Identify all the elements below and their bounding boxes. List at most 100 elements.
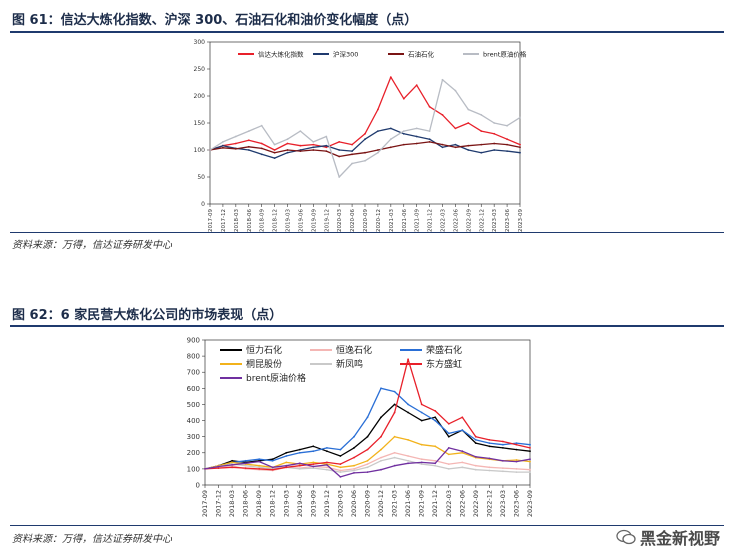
chart-61-y-tick-label: 300 [194, 39, 206, 46]
chart-61-series-4-point [247, 130, 250, 132]
chart-61-series-1-point [428, 105, 431, 108]
chart-61-series-3-line [209, 141, 521, 158]
chart-62-x-tick-label: 2020-12 [377, 490, 385, 517]
chart-61-y-tick-label: 100 [194, 147, 206, 154]
chart-62-series-7-point [393, 464, 396, 467]
chart-62-series-6-point [447, 422, 450, 425]
chart-61-series-2-point [364, 138, 366, 141]
chart-61-series-4-point [506, 124, 508, 127]
chart-62-series-3-point [258, 458, 261, 461]
chart-62-series-4-point [515, 459, 518, 461]
chart-61-x-tick-label: 2023-03 [492, 209, 498, 232]
chart-61-series-3-point [506, 143, 508, 146]
chart-62-series-7-point [461, 450, 464, 453]
chart-62-series-3-point [502, 443, 504, 446]
chart-62-series-7-point [339, 476, 342, 478]
chart-62-series-6-point [258, 468, 261, 470]
chart-61-series-1-point [454, 127, 457, 130]
chart-62-series-7-point [298, 462, 301, 465]
chart-61-series-2-point [389, 127, 392, 130]
chart-62-x-tick-label: 2023-03 [499, 490, 507, 517]
chart-61-legend-label: 信达大炼化指数 [258, 49, 304, 58]
chart-62-y-tick-label: 900 [187, 336, 200, 344]
chart-62-series-1-point [312, 445, 315, 448]
chart-62-x-tick-label: 2019-12 [323, 490, 331, 517]
chart-61-series-1-point [234, 142, 237, 145]
chart-62-series-3-point [407, 403, 409, 406]
chart-61-series-2-point [480, 151, 483, 154]
chart-61-series-3-point [286, 149, 289, 151]
chart-61-series-1-point [415, 84, 418, 87]
chart-62-legend-label: 桐昆股份 [246, 358, 282, 370]
chart-62-series-5-point [366, 466, 369, 469]
chart-61-series-1-point [364, 132, 366, 135]
chart-61-series-3-point [493, 142, 496, 145]
chart-61-series-2-point [467, 149, 470, 151]
watermark: 黑金新视野 [616, 525, 720, 549]
chart-62-series-3-point [515, 442, 518, 444]
chart-62-series-1-point [529, 450, 531, 453]
chart-62-series-5-point [529, 471, 531, 473]
chart-62-series-5-point [312, 467, 315, 469]
chart-61-series-1-point [441, 114, 444, 116]
chart-62-series-6-point [502, 440, 504, 443]
chart-61-series-4-point [222, 141, 224, 143]
chart-62-series-3-point [366, 416, 369, 419]
chart-62-y-tick-label: 200 [187, 449, 200, 457]
watermark-text: 黑金新视野 [639, 529, 720, 548]
chart-61-series-4-point [493, 122, 496, 124]
chart-62-x-tick-label: 2017-09 [201, 490, 209, 517]
chart-62-series-6-point [285, 466, 288, 469]
chart-61-x-tick-label: 2018-06 [247, 209, 253, 232]
chart-62-series-1-point [339, 455, 342, 457]
chart-62-series-2-point [529, 468, 531, 471]
chart-61-series-1-point [247, 139, 250, 142]
figure-61-title: 图 61：信达大炼化指数、沪深 300、石油石化和油价变化幅度（点） [12, 13, 418, 28]
chart-62-series-6-point [461, 416, 464, 419]
chart-61-y-tick-label: 200 [194, 93, 206, 100]
chart-61-x-tick-label: 2017-09 [208, 209, 214, 232]
chart-61-series-3-point [480, 143, 483, 146]
chart-62-series-6-point [515, 443, 518, 446]
chart-62-series-5-point [434, 464, 437, 467]
chart-62-series-6-point [326, 461, 328, 464]
chart-62-x-tick-label: 2018-03 [228, 490, 236, 517]
chart-61-series-3-point [441, 143, 444, 146]
chart-61-series-3-point [299, 150, 302, 152]
chart-62-series-3-point [326, 447, 328, 449]
chart-62-series-7-point [258, 460, 261, 463]
chart-62-series-4-point [447, 453, 450, 456]
chart-62-series-4-point [407, 439, 409, 441]
chart-61-x-tick-label: 2023-06 [505, 209, 511, 232]
chart-61-series-2-point [222, 144, 224, 147]
chart-62-series-7-point [231, 464, 234, 466]
chart-62-series-2-point [474, 464, 477, 467]
chart-61-series-4-point [351, 162, 353, 165]
chart-61-x-tick-label: 2021-09 [415, 209, 421, 232]
chart-61-series-2-point [402, 132, 405, 135]
chart-62-series-6-point [474, 435, 477, 438]
chart-62-series-2-point [447, 463, 450, 465]
chart-62-series-7-point [529, 458, 531, 461]
chart-61-series-4-point [325, 135, 328, 138]
chart-61-series-3-point [415, 142, 418, 145]
chart-62-series-1-point [298, 448, 301, 451]
chart-62-series-2-point [515, 468, 518, 470]
chart-61-series-4-point [273, 143, 276, 146]
chart-61-series-2-point [415, 135, 418, 138]
chart-61-series-3-point [247, 145, 250, 148]
chart-62-series-2-point [420, 458, 423, 461]
chart-62-series-7-point [353, 472, 355, 474]
chart-61-y-tick-label: 0 [201, 201, 205, 208]
chart-62-series-3-point [285, 455, 288, 457]
chart-62-series-4-point [434, 445, 437, 448]
chart-62-series-5-point [407, 459, 409, 462]
chart-62-series-5-point [244, 464, 247, 467]
chart-61-series-2-point [325, 144, 328, 147]
chart-61-x-tick-label: 2023-09 [518, 209, 524, 232]
chart-62-series-6-point [529, 447, 531, 449]
chart-62-series-2-point [366, 463, 369, 465]
chart-61-series-1-point [467, 122, 470, 124]
chart-61-series-1-point [351, 143, 353, 146]
chart-61-x-tick-label: 2021-03 [389, 209, 395, 232]
